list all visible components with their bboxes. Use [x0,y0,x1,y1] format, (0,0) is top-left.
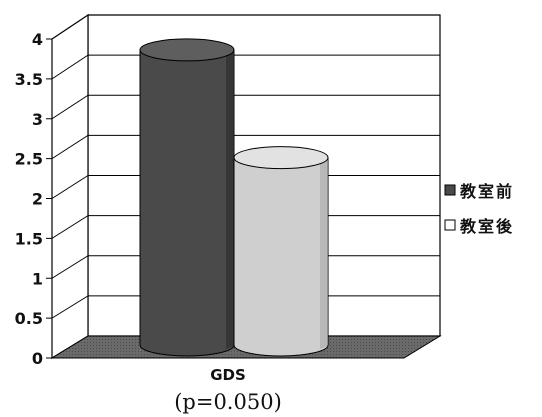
legend-swatch-0 [444,184,456,196]
y-tick-label-0: 0 [32,349,43,368]
y-tick-label-4: 2 [32,190,43,209]
y-tick-label-7: 3.5 [15,70,43,89]
bar-body-0 [139,49,235,357]
bar-shade-0 [226,49,234,350]
gridline-side-5 [51,134,89,160]
gridline-side-7 [51,54,89,80]
legend-label-0: 教室前 [460,182,514,201]
bar-0 [139,38,235,357]
legend: 教室前 教室後 [444,182,514,236]
legend-label-1: 教室後 [460,217,514,236]
y-tick-label-2: 1 [32,269,43,288]
legend-item-series-1: 教室後 [444,217,514,236]
p-value-annotation: (p=0.050) [174,390,282,414]
y-tick-label-5: 2.5 [15,150,43,169]
gridline-side-6 [51,94,89,120]
gridline-side-1 [51,295,89,319]
y-tick-label-1: 0.5 [15,309,43,328]
legend-item-series-0: 教室前 [444,182,514,201]
y-tick-label-6: 3 [32,110,43,129]
bar-body-1 [233,157,329,357]
gridline-side-2 [51,255,89,279]
gridline-side-3 [51,215,89,239]
bar-top-1 [233,146,329,170]
bar-1 [233,146,329,357]
x-category-label: GDS [210,366,246,384]
gridline-side-4 [51,175,89,199]
bar-top-0 [139,38,235,62]
legend-swatch-1 [444,219,456,231]
bar-shade-1 [320,157,328,349]
y-axis: 0 0.5 1 1.5 2 2.5 3 3.5 4 [15,30,52,368]
y-tick-label-3: 1.5 [15,229,43,248]
y-tick-label-8: 4 [32,30,43,49]
bars [139,38,329,357]
